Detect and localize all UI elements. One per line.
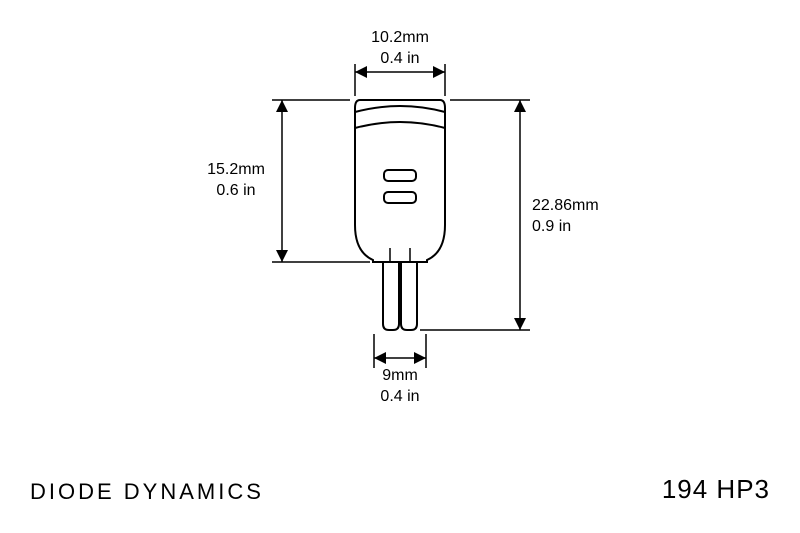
dim-total-height-mm: 22.86mm bbox=[532, 197, 599, 214]
dim-base-width-label: 9mm 0.4 in bbox=[368, 366, 432, 408]
diagram-container: 10.2mm 0.4 in 15.2mm 0.6 in 22.86mm 0.9 … bbox=[0, 0, 800, 533]
dim-base-width-in: 0.4 in bbox=[380, 388, 419, 405]
dim-base-width bbox=[374, 334, 426, 368]
dim-total-height bbox=[420, 100, 530, 330]
dim-top-width-mm: 10.2mm bbox=[371, 29, 429, 46]
dim-body-height-label: 15.2mm 0.6 in bbox=[200, 160, 272, 202]
dim-body-height-in: 0.6 in bbox=[216, 182, 255, 199]
bulb-diagram-svg bbox=[0, 0, 800, 533]
dim-total-height-label: 22.86mm 0.9 in bbox=[532, 196, 616, 238]
dim-top-width-label: 10.2mm 0.4 in bbox=[364, 28, 436, 70]
dim-top-width-in: 0.4 in bbox=[380, 50, 419, 67]
dim-body-height-mm: 15.2mm bbox=[207, 161, 265, 178]
bulb-base bbox=[383, 248, 417, 330]
brand-label: DIODE DYNAMICS bbox=[30, 479, 264, 505]
dim-total-height-in: 0.9 in bbox=[532, 218, 571, 235]
dim-base-width-mm: 9mm bbox=[382, 367, 418, 384]
product-label: 194 HP3 bbox=[662, 474, 770, 505]
bulb-body bbox=[355, 100, 445, 262]
